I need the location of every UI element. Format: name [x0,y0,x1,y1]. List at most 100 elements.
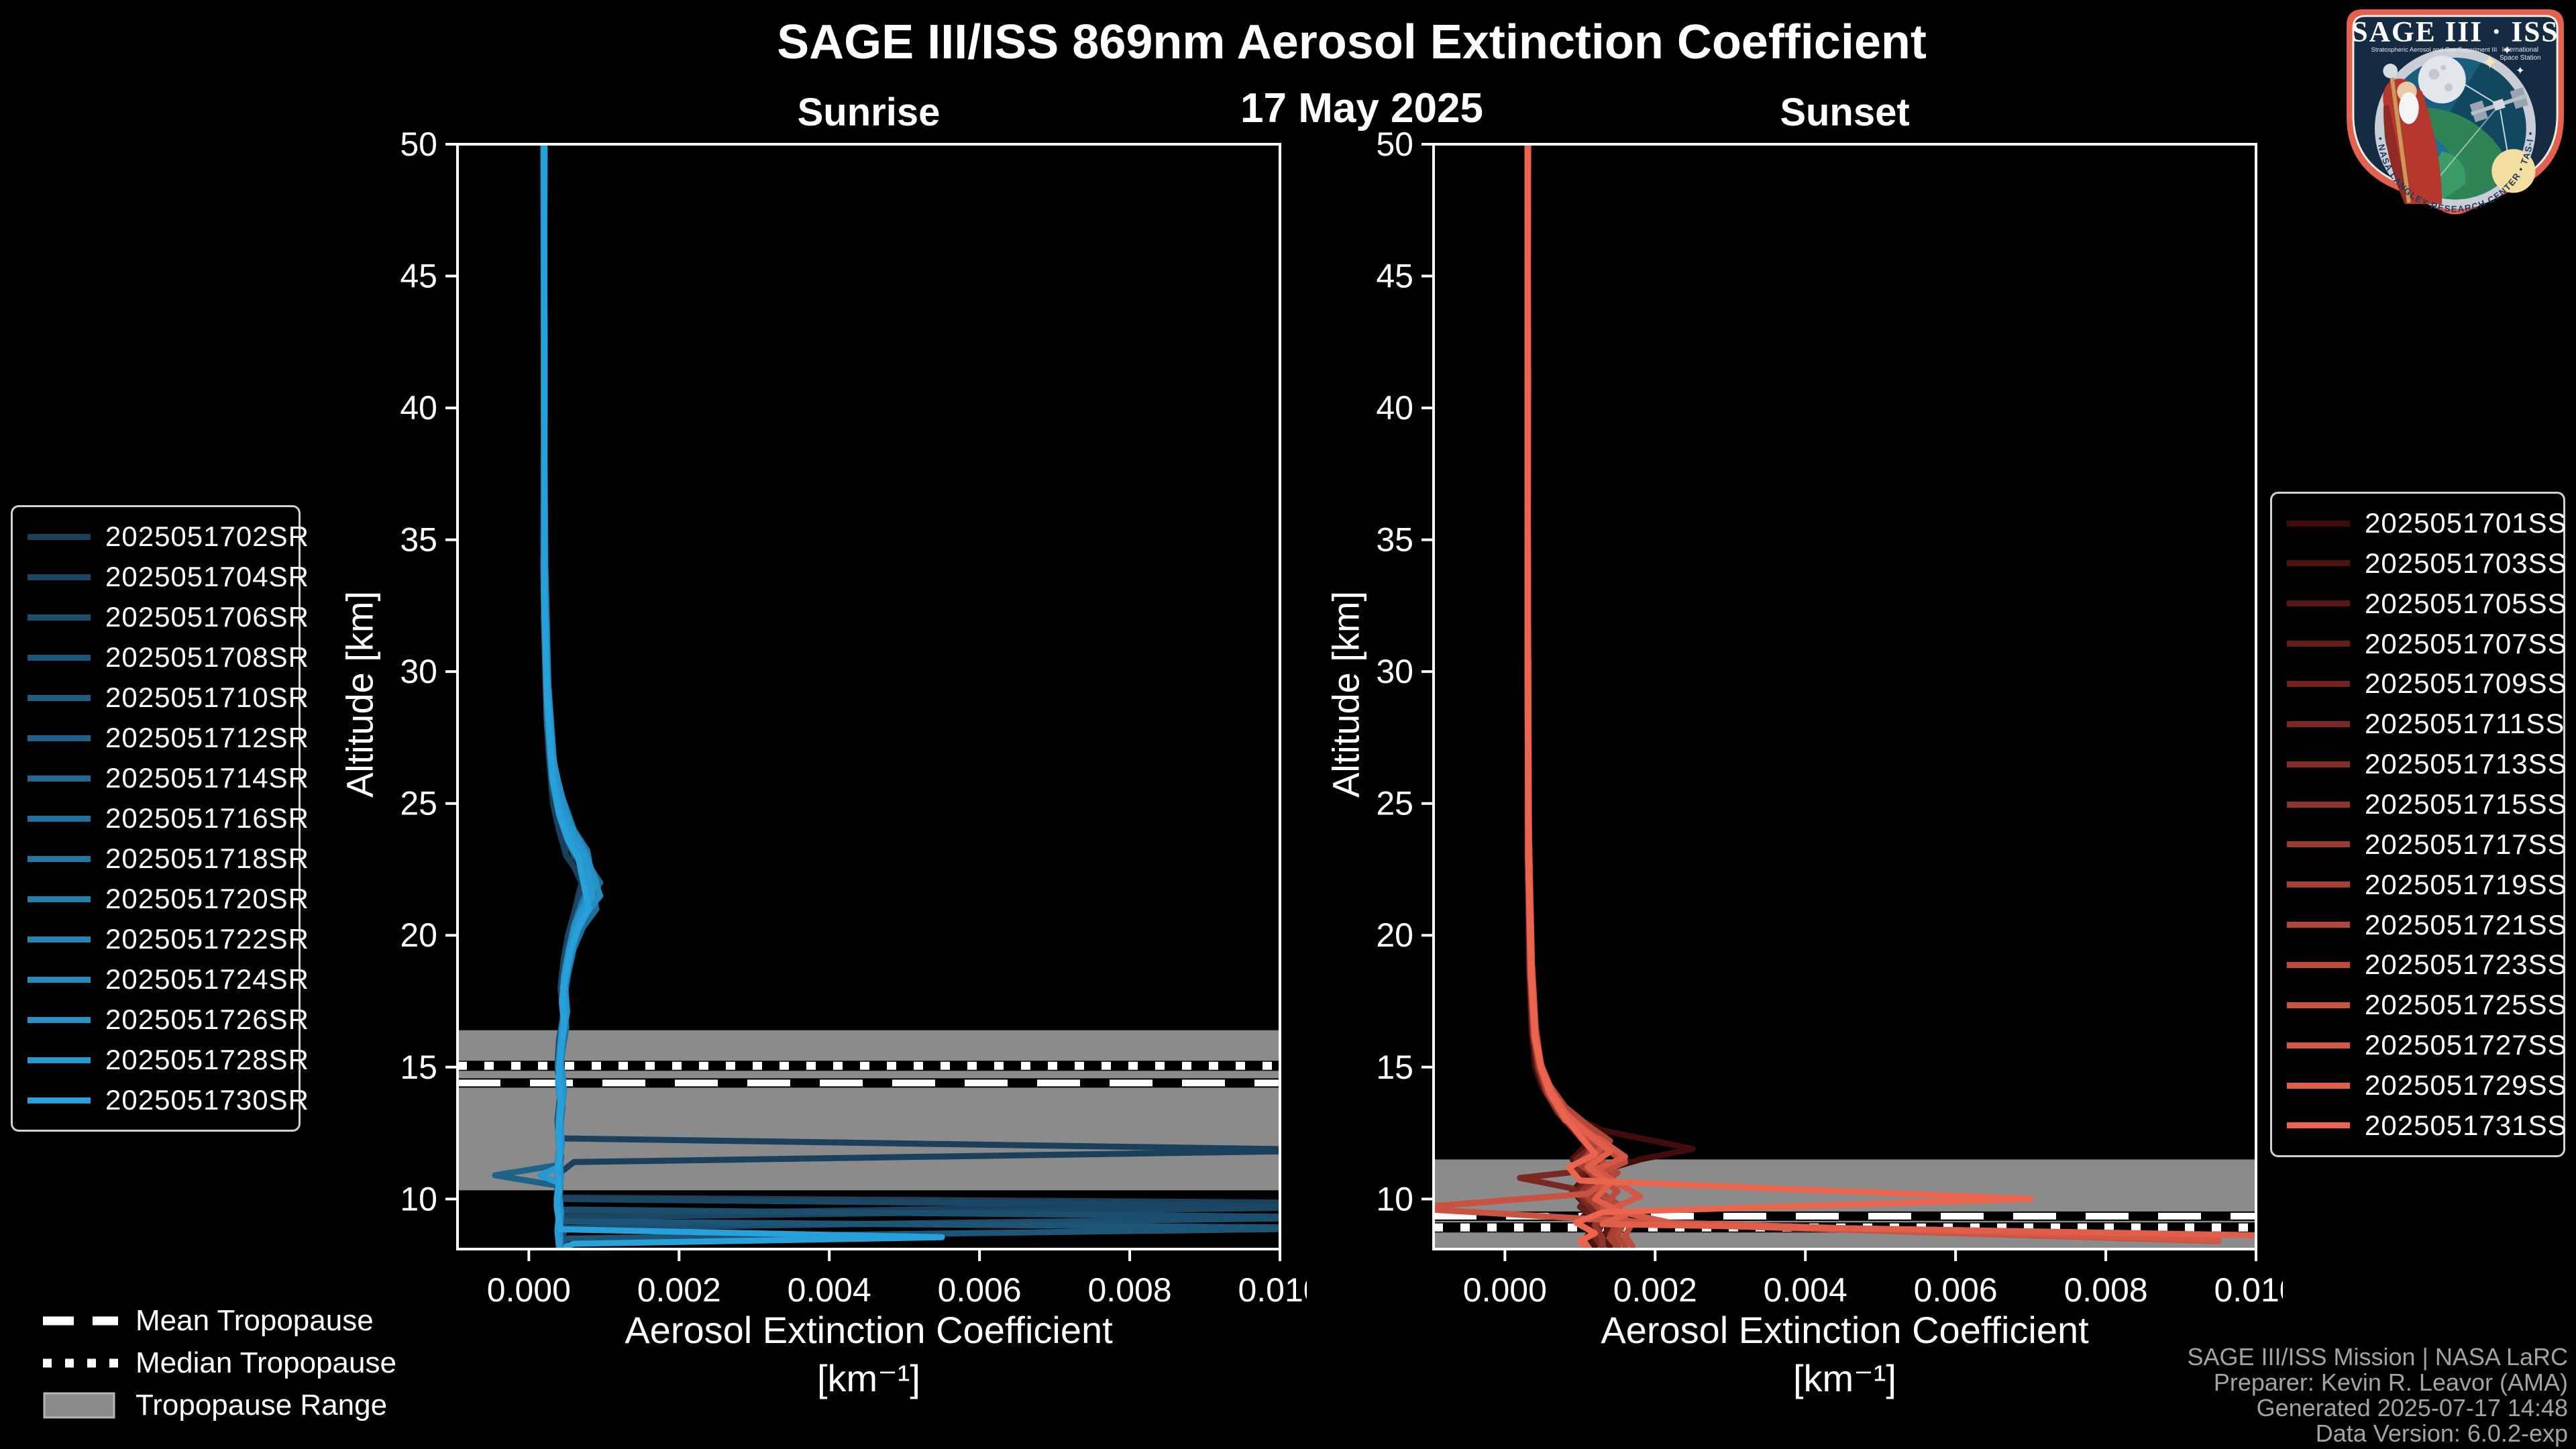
y-tick-label: 50 [400,125,437,163]
profile-line-2025051731SS [1524,144,2034,1249]
x-axis-unit-sunset: [km⁻¹] [1793,1357,1896,1399]
legend-color-swatch [2287,801,2350,808]
legend-item: 2025051712SR [28,722,309,754]
legend-label: 2025051731SS [2365,1109,2567,1141]
legend-item: 2025051711SS [2287,708,2565,740]
x-tick-label: 0.006 [1914,1271,1998,1309]
x-tick-label: 0.010 [1238,1271,1307,1309]
patch-subtitle-right2: Space Station [2500,54,2540,62]
legend-label: 2025051710SR [105,682,309,713]
moon-crater [2445,83,2453,92]
legend-item: 2025051714SR [28,762,309,794]
legend-color-swatch [28,1016,91,1023]
legend-item: 2025051713SS [2287,748,2567,780]
legend-label: 2025051711SS [2365,708,2565,740]
legend-color-swatch [28,896,91,902]
legend-color-swatch [28,815,91,822]
legend-color-swatch [28,694,91,701]
x-tick-label: 0.000 [1463,1271,1547,1309]
star-icon: ✦ [2502,44,2512,57]
legend-item: 2025051702SR [28,521,309,553]
footer-generated: Generated 2025-07-17 14:48 [2256,1394,2568,1421]
sage-figure [2383,63,2443,205]
y-tick-label: 45 [1376,258,1413,295]
legend-label: 2025051725SS [2365,989,2567,1021]
legend-color-swatch [2287,641,2350,647]
date-subtitle: 17 May 2025 [1240,85,1483,131]
y-tick-label: 25 [1376,785,1413,822]
legend-item: 2025051724SR [28,963,309,996]
y-tick-label: 40 [1376,389,1413,427]
legend-label: 2025051720SR [105,883,309,914]
legend-item: 2025051728SR [28,1044,309,1076]
legend-label: 2025051727SS [2365,1029,2567,1061]
patch-title: SAGE III · ISS [2352,15,2559,48]
legend-item: 2025051715SS [2287,788,2567,820]
footer-credits: SAGE III/ISS Mission | NASA LaRC Prepare… [2187,1344,2568,1446]
legend-label: 2025051712SR [105,722,309,753]
profile-line-2025051730SR [541,144,945,1249]
legend-color-swatch [28,614,91,621]
y-tick-label: 20 [1376,916,1413,954]
mission-patch-logo: ✦ ✦ ✦ SAGE III · ISS Stratospheric Aeros… [2343,5,2564,215]
legend-item: 2025051704SR [28,561,309,593]
legend-color-swatch [28,735,91,741]
tropopause-range-label: Tropopause Range [136,1389,388,1421]
legend-color-swatch [28,1097,91,1104]
legend-label: 2025051717SS [2365,828,2567,860]
legend-item: 2025051709SS [2287,667,2567,700]
legend-color-swatch [2287,720,2350,727]
legend-item: 2025051725SS [2287,989,2567,1021]
footer-data-version: Data Version: 6.0.2-exp [2315,1419,2568,1447]
legend-label: 2025051729SS [2365,1069,2567,1102]
legend-label: 2025051714SR [105,762,309,794]
y-tick-label: 30 [1376,653,1413,690]
legend-label: 2025051709SS [2365,667,2567,700]
legend-label: 2025051702SR [105,521,309,552]
y-tick-label: 10 [1376,1180,1413,1218]
sunset-plot: 10 15 20 25 30 35 40 45 50 0.000 0.002 0.004 0.006 0.… [1376,125,2283,1309]
x-axis-label-sunset: Aerosol Extinction Coefficient [1601,1309,2089,1351]
legend-item: 2025051708SR [28,641,309,674]
legend-label: 2025051726SR [105,1004,309,1035]
legend-label: 2025051701SS [2365,507,2567,539]
gray-band-icon [43,1392,118,1419]
legend-color-swatch [2287,680,2350,687]
y-tick-label: 30 [400,653,437,690]
patch-ring [2375,48,2536,209]
legend-color-swatch [2287,1122,2350,1129]
legend-item: 2025051706SR [28,601,309,633]
y-tick-label: 35 [1376,521,1413,559]
legend-label: 2025051721SS [2365,908,2567,941]
legend-label: 2025051706SR [105,601,309,633]
star-icon: ✦ [2516,66,2524,77]
legend-color-swatch [28,855,91,862]
legend-item: 2025051720SR [28,883,309,915]
x-tick-label: 0.008 [2064,1271,2148,1309]
legend-color-swatch [28,533,91,540]
sun-icon [2491,149,2536,193]
x-tick-label: 0.004 [1764,1271,1847,1309]
x-tick-label: 0.002 [1613,1271,1697,1309]
legend-color-swatch [2287,761,2350,767]
legend-label: 2025051704SR [105,561,309,592]
legend-item: 2025051701SS [2287,507,2567,539]
legend-color-swatch [2287,841,2350,848]
legend-item: 2025051716SR [28,802,309,835]
sunrise-legend: 2025051702SR 2025051704SR 2025051706SR 2025… [11,505,309,1132]
sunset-panel-title: Sunset [1780,91,1910,134]
legend-item: 2025051721SS [2287,909,2567,941]
x-tick-label: 0.010 [2214,1271,2283,1309]
x-tick-label: 0.002 [637,1271,721,1309]
y-tick-label: 35 [400,521,437,559]
mean-tropopause-label: Mean Tropopause [136,1304,374,1337]
legend-color-swatch [28,976,91,983]
legend-color-swatch [28,936,91,943]
y-tick-label: 15 [400,1049,437,1086]
legend-item: 2025051710SR [28,682,309,714]
legend-label: 2025051718SR [105,843,309,874]
plot-frame [1432,143,2257,1250]
footer-mission: SAGE III/ISS Mission | NASA LaRC [2187,1343,2568,1371]
sunrise-panel-title: Sunrise [797,91,941,134]
moon-icon [2418,56,2466,104]
